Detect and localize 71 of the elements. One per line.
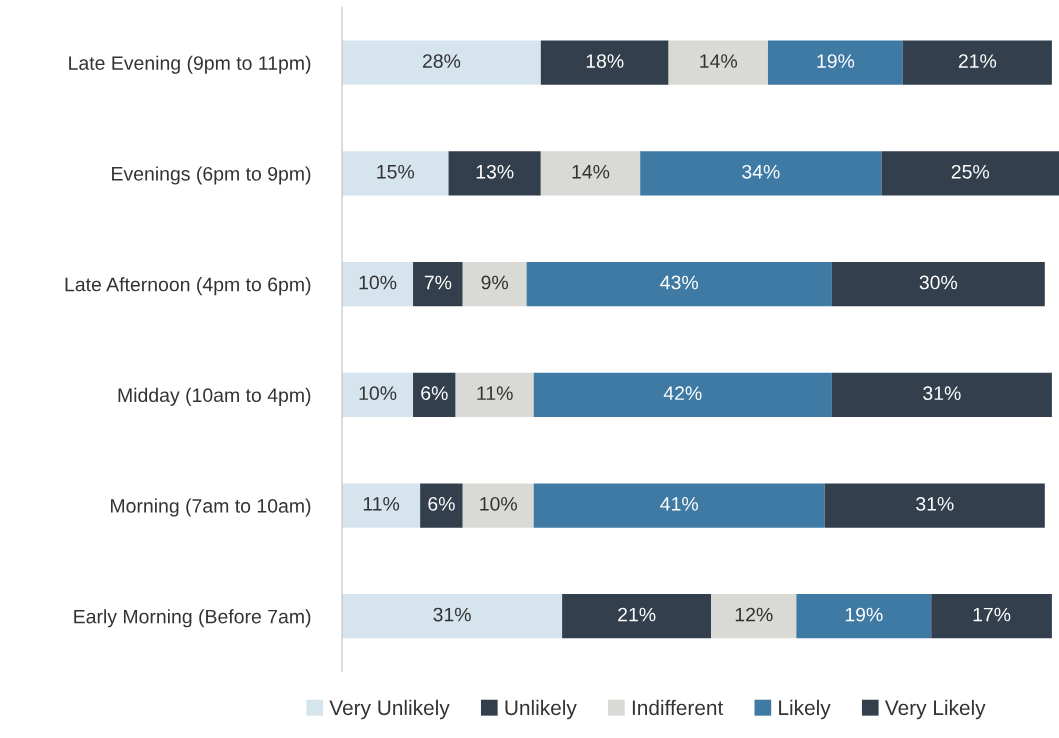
legend-label: Likely bbox=[779, 699, 831, 720]
data-label: 30% bbox=[919, 275, 958, 290]
bar bbox=[831, 372, 1052, 417]
data-label: 14% bbox=[700, 54, 738, 68]
bar bbox=[526, 261, 832, 307]
bar bbox=[767, 40, 903, 85]
bar bbox=[342, 261, 414, 307]
y-tick-label: Midday (10am to 4pm) bbox=[118, 387, 311, 406]
data-label: 19% bbox=[845, 607, 883, 622]
bar bbox=[881, 151, 1059, 196]
data-label: 18% bbox=[586, 54, 624, 68]
bar bbox=[831, 261, 1045, 307]
bar bbox=[413, 261, 463, 307]
data-label: 43% bbox=[660, 275, 698, 290]
y-tick-label: Early Morning (Before 7am) bbox=[74, 609, 311, 628]
bar bbox=[342, 151, 449, 196]
data-label: 10% bbox=[359, 386, 397, 401]
bar bbox=[796, 594, 932, 639]
data-label: 31% bbox=[916, 496, 954, 511]
bar bbox=[462, 261, 527, 307]
data-label: 14% bbox=[572, 164, 610, 179]
data-label: 21% bbox=[618, 607, 656, 622]
bar bbox=[540, 40, 669, 85]
bar bbox=[342, 594, 563, 639]
bar bbox=[824, 483, 1045, 528]
y-tick-label: Late Afternoon (4pm to 6pm) bbox=[65, 277, 311, 296]
data-label: 17% bbox=[973, 607, 1011, 622]
data-label: 10% bbox=[359, 275, 397, 290]
data-label: 42% bbox=[663, 386, 702, 400]
bar bbox=[462, 483, 534, 528]
data-label: 6% bbox=[428, 496, 455, 511]
y-tick-label: Late Evening (9pm to 11pm) bbox=[69, 55, 311, 74]
bar bbox=[540, 151, 641, 196]
legend-label: Unlikely bbox=[505, 699, 577, 720]
y-tick-label: Morning (7am to 10am) bbox=[111, 498, 311, 517]
data-label: 15% bbox=[377, 164, 415, 179]
bar bbox=[711, 594, 797, 639]
data-label: 12% bbox=[735, 607, 773, 622]
bar bbox=[562, 594, 712, 639]
data-label: 21% bbox=[958, 54, 997, 68]
bar bbox=[640, 151, 882, 196]
data-label: 13% bbox=[476, 164, 514, 179]
bar bbox=[448, 151, 541, 196]
data-label: 11% bbox=[477, 386, 513, 400]
data-label: 19% bbox=[817, 54, 855, 68]
bar bbox=[342, 483, 421, 528]
bar bbox=[413, 372, 456, 417]
data-label: 9% bbox=[481, 275, 509, 290]
data-label: 6% bbox=[421, 386, 448, 401]
bar bbox=[533, 372, 832, 417]
data-label: 31% bbox=[433, 607, 471, 622]
data-label: 34% bbox=[742, 164, 780, 179]
legend-label: Indifferent bbox=[632, 699, 724, 716]
bar bbox=[455, 372, 534, 417]
data-label: 28% bbox=[422, 54, 461, 68]
bar bbox=[420, 483, 463, 528]
bar bbox=[533, 483, 825, 528]
data-label: 31% bbox=[923, 386, 961, 401]
bar bbox=[668, 40, 768, 85]
data-label: 41% bbox=[660, 497, 698, 511]
bar bbox=[931, 594, 1052, 639]
bar bbox=[902, 40, 1052, 85]
data-label: 10% bbox=[480, 496, 517, 511]
y-tick-label: Evenings (6pm to 9pm) bbox=[112, 166, 311, 185]
bar bbox=[342, 372, 414, 417]
legend-label: Very Likely bbox=[884, 699, 986, 720]
data-label: 25% bbox=[951, 164, 990, 179]
data-label: 7% bbox=[424, 275, 452, 290]
data-label: 11% bbox=[363, 497, 400, 511]
legend-label: Very Unlikely bbox=[329, 699, 450, 720]
bar bbox=[342, 40, 541, 85]
